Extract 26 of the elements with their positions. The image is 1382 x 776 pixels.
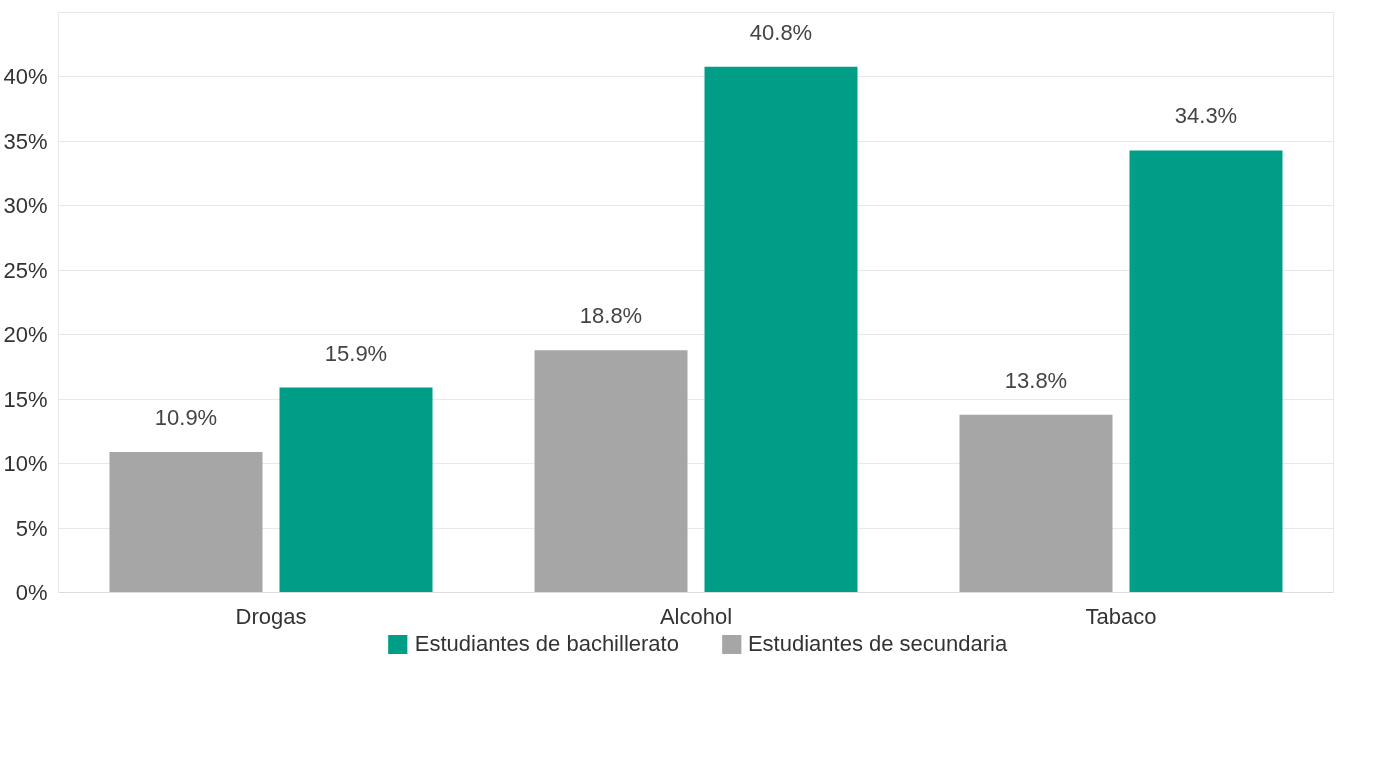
y-tick-label: 15% bbox=[3, 386, 48, 412]
legend-label: Estudiantes de bachillerato bbox=[414, 631, 679, 657]
data-label: 40.8% bbox=[749, 19, 813, 45]
bar bbox=[1129, 150, 1283, 593]
bar bbox=[279, 387, 433, 593]
y-tick-label: 10% bbox=[3, 451, 48, 477]
y-tick-label: 0% bbox=[15, 580, 48, 605]
y-tick-label: 30% bbox=[3, 193, 48, 219]
data-label: 34.3% bbox=[1174, 103, 1238, 129]
data-label: 10.9% bbox=[154, 405, 218, 431]
bar bbox=[534, 350, 688, 593]
bar bbox=[704, 66, 858, 593]
y-tick-label: 40% bbox=[3, 64, 48, 90]
y-tick-label: 5% bbox=[15, 515, 48, 541]
data-label: 15.9% bbox=[324, 340, 388, 366]
x-tick-label: Drogas bbox=[235, 603, 307, 629]
data-label: 18.8% bbox=[579, 303, 643, 329]
y-tick-label: 25% bbox=[3, 257, 48, 283]
data-label: 13.8% bbox=[1004, 367, 1068, 393]
x-tick-label: Tabaco bbox=[1085, 603, 1157, 629]
bar bbox=[959, 414, 1113, 593]
legend-label: Estudiantes de secundaria bbox=[747, 631, 1008, 657]
y-tick-label: 35% bbox=[3, 128, 48, 154]
x-tick-label: Alcohol bbox=[659, 603, 733, 629]
bar bbox=[109, 452, 263, 593]
y-tick-label: 20% bbox=[3, 322, 48, 348]
